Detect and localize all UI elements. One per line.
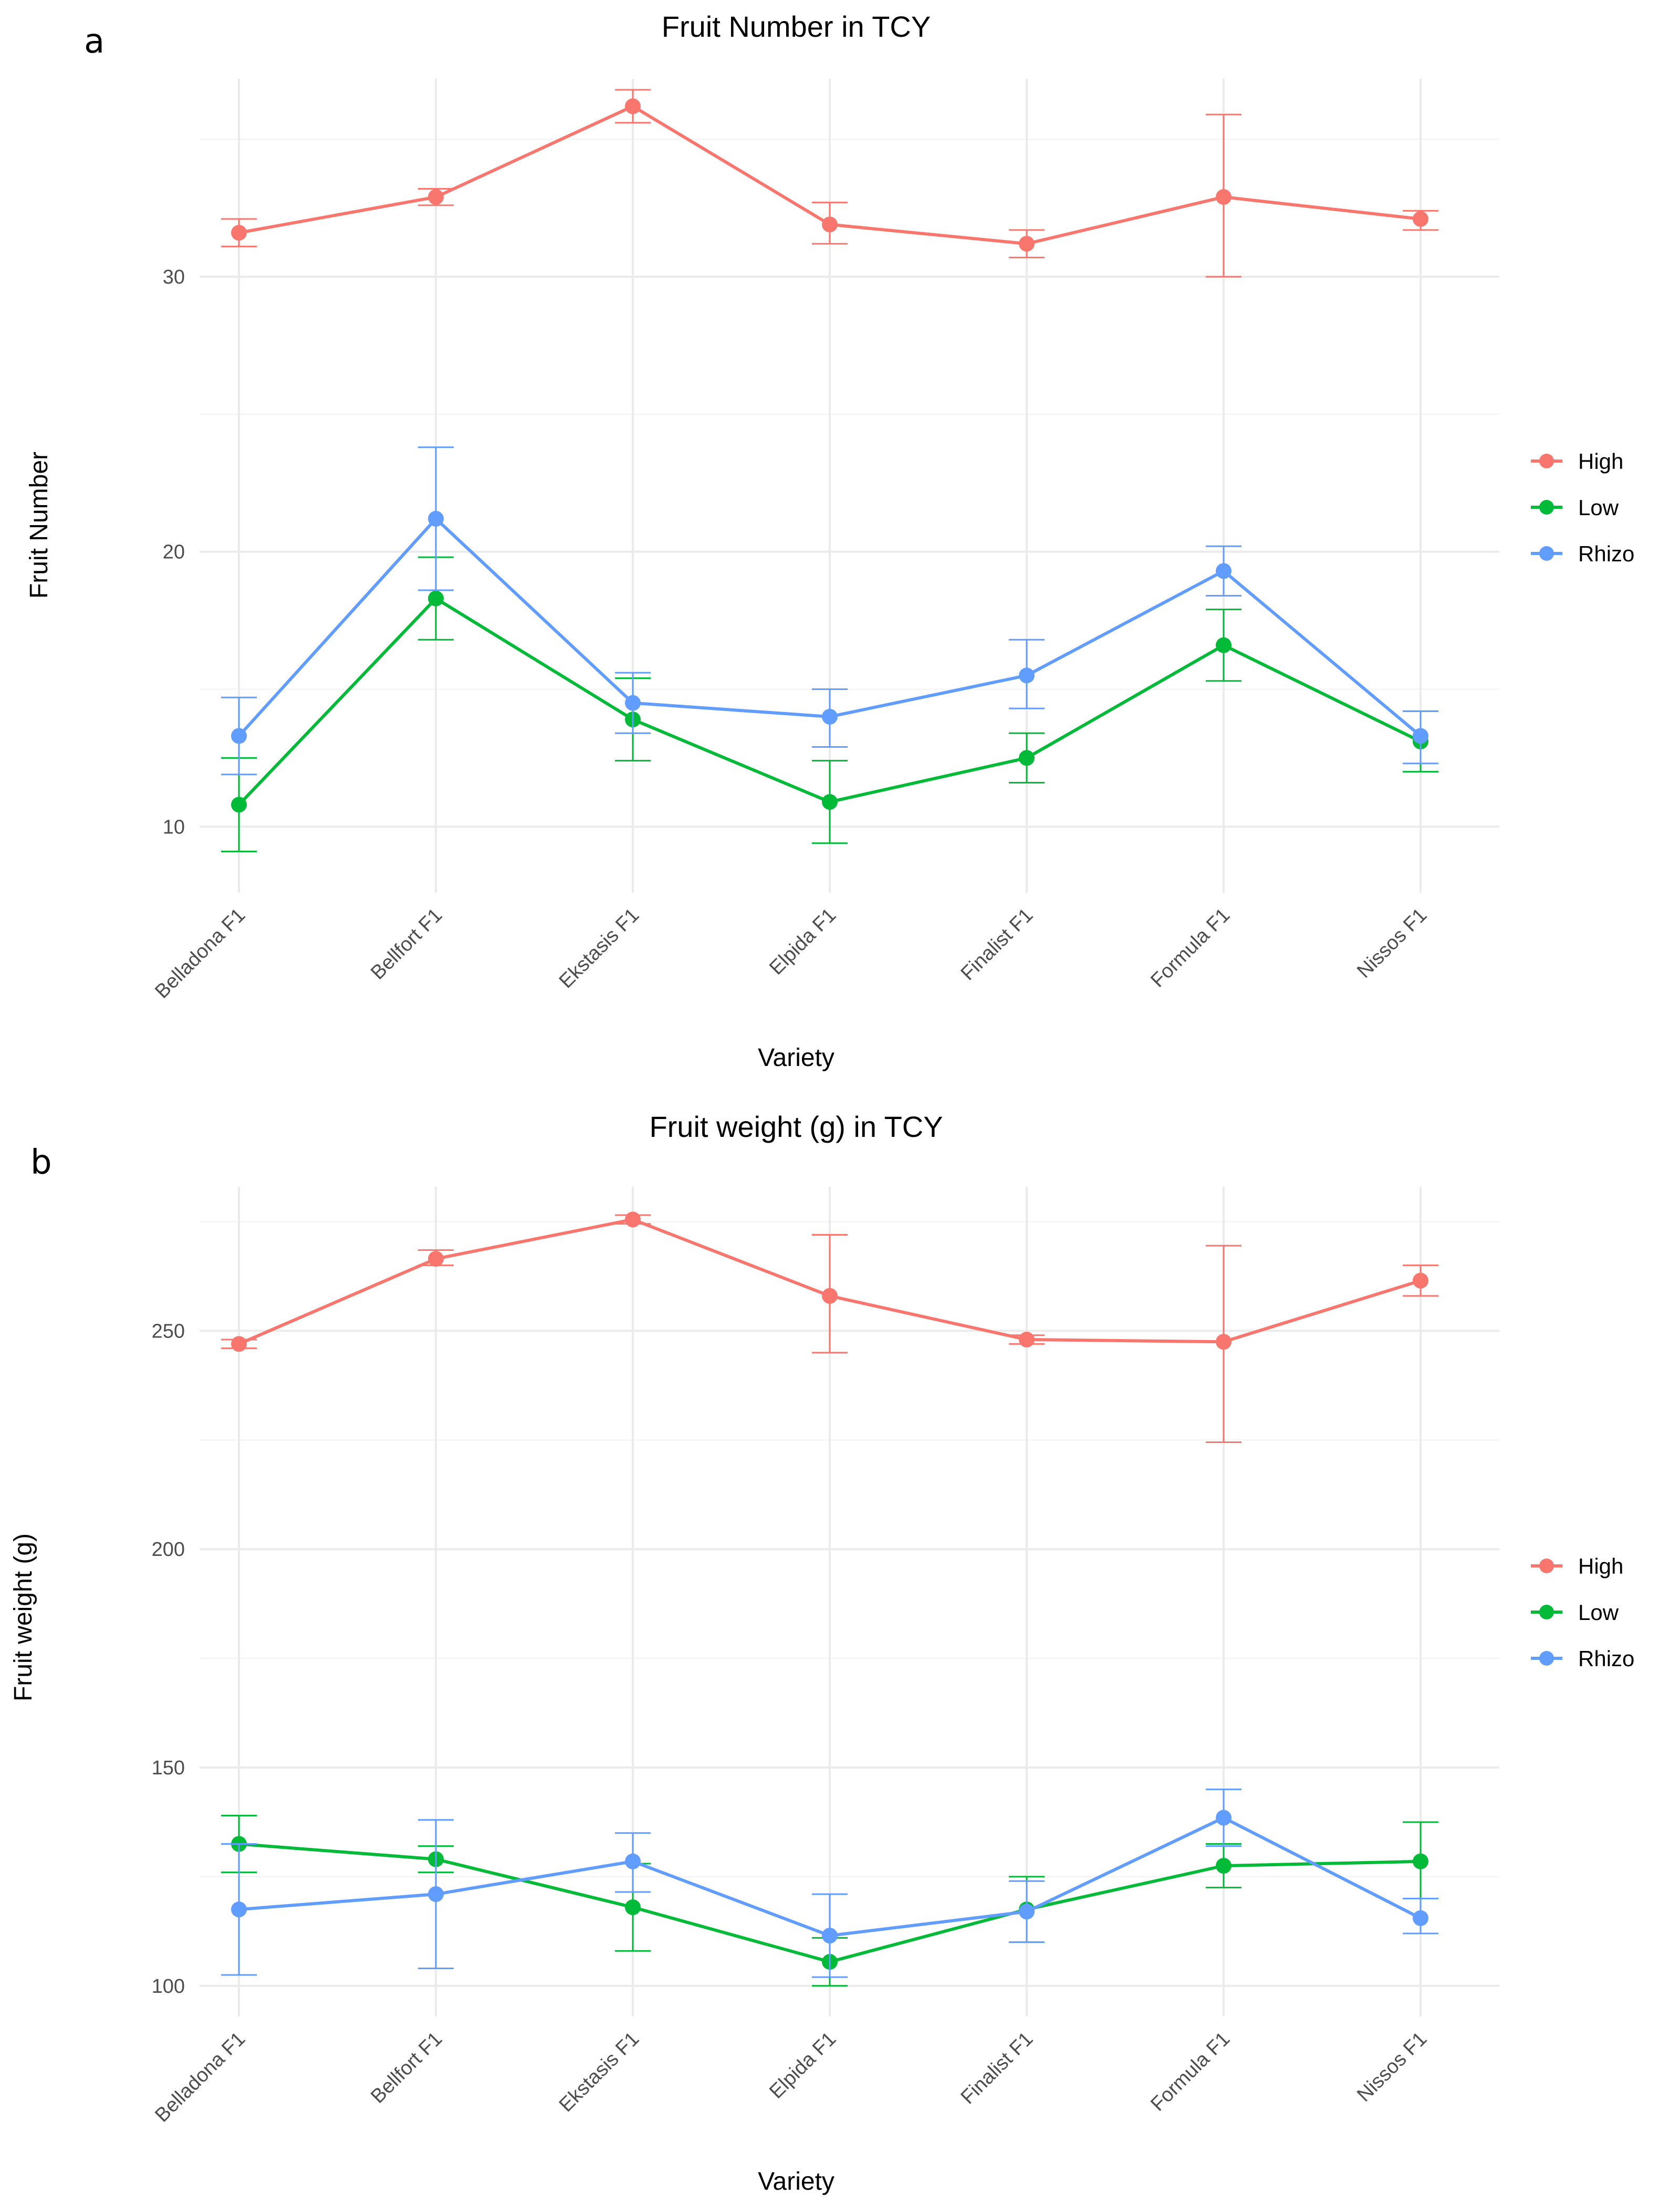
legend-key-high-point [1539, 1559, 1554, 1573]
x-tick-label: Bellfort F1 [367, 2028, 446, 2108]
data-point-low [1019, 750, 1035, 766]
panel-a: a Fruit Number in TCY 10 20 30 Belladona F… [25, 10, 1634, 1072]
chart-title: Fruit Number in TCY [662, 10, 931, 43]
x-tick-label: Bellfort F1 [367, 904, 446, 984]
series-rhizo [221, 446, 1438, 776]
data-point-rhizo [1216, 563, 1232, 579]
series-high [221, 89, 1438, 278]
y-axis-title: Fruit weight (g) [9, 1533, 37, 1701]
panel-label: b [30, 1143, 52, 1182]
data-point-rhizo [1216, 1810, 1232, 1826]
x-tick-label: Belladona F1 [151, 2028, 249, 2127]
legend-label-high: High [1578, 1554, 1623, 1578]
data-point-high [1413, 211, 1428, 227]
data-point-high [1216, 189, 1232, 205]
series-high [221, 1211, 1438, 1443]
x-tick-label: Nissos F1 [1353, 2028, 1431, 2106]
y-tick-label: 30 [163, 266, 185, 288]
y-tick-label: 20 [163, 541, 185, 563]
data-point-rhizo [428, 1886, 444, 1902]
series-layer [221, 1211, 1438, 1987]
data-point-high [822, 1288, 838, 1304]
x-tick-label: Formula F1 [1146, 2028, 1234, 2116]
y-tick-label: 150 [152, 1757, 185, 1779]
data-point-rhizo [1413, 1910, 1428, 1926]
data-point-high [625, 1211, 641, 1228]
x-tick-label: Finalist F1 [957, 904, 1038, 985]
y-tick-labels: 100 150 200 250 [152, 1320, 185, 1997]
data-point-low [428, 590, 444, 607]
data-point-low [625, 1899, 641, 1916]
data-point-low [1216, 1858, 1232, 1874]
legend-label-low: Low [1578, 495, 1619, 520]
x-tick-label: Finalist F1 [957, 2028, 1038, 2109]
x-tick-label: Belladona F1 [151, 904, 249, 1003]
y-tick-label: 200 [152, 1539, 185, 1561]
x-tick-label: Ekstasis F1 [555, 904, 644, 993]
data-point-high [1019, 236, 1035, 252]
data-point-high [1413, 1272, 1428, 1289]
data-point-low [1413, 1853, 1428, 1869]
gridlines [200, 79, 1499, 893]
series-layer [221, 89, 1438, 852]
x-axis-title: Variety [758, 2168, 834, 2195]
legend-key-rhizo-point [1539, 546, 1554, 561]
y-tick-labels: 10 20 30 [163, 266, 185, 838]
x-tick-label: Ekstasis F1 [555, 2028, 644, 2117]
x-tick-label: Elpida F1 [765, 2028, 840, 2103]
data-point-low [231, 797, 247, 813]
data-point-rhizo [1413, 728, 1428, 744]
data-point-rhizo [625, 1853, 641, 1869]
x-tick-labels: Belladona F1 Bellfort F1 Ekstasis F1 Elpida… [151, 904, 1431, 1003]
legend-label-low: Low [1578, 1600, 1619, 1625]
x-tick-labels: Belladona F1 Bellfort F1 Ekstasis F1 Elpida… [151, 2028, 1431, 2127]
gridlines [200, 1187, 1499, 2016]
data-point-rhizo [231, 728, 247, 744]
y-tick-label: 10 [163, 816, 185, 838]
data-point-high [428, 1251, 444, 1267]
y-tick-label: 250 [152, 1320, 185, 1342]
data-point-rhizo [428, 510, 444, 527]
legend-key-rhizo-point [1539, 1651, 1554, 1666]
x-tick-label: Elpida F1 [765, 904, 840, 979]
legend-key-low-point [1539, 500, 1554, 515]
y-tick-label: 100 [152, 1975, 185, 1998]
data-point-rhizo [1019, 1904, 1035, 1920]
data-point-high [231, 1336, 247, 1352]
data-point-high [625, 98, 641, 114]
data-point-low [1216, 637, 1232, 653]
data-point-rhizo [822, 1928, 838, 1944]
legend: High Low Rhizo [1531, 449, 1634, 566]
panel-label: a [84, 22, 105, 61]
data-point-high [822, 216, 838, 233]
data-point-high [1216, 1334, 1232, 1350]
x-tick-label: Formula F1 [1146, 904, 1234, 992]
legend-label-rhizo: Rhizo [1578, 541, 1634, 566]
legend-key-low-point [1539, 1605, 1554, 1619]
data-point-low [822, 794, 838, 810]
legend: High Low Rhizo [1531, 1554, 1634, 1671]
data-point-high [1019, 1332, 1035, 1348]
legend-label-high: High [1578, 449, 1623, 474]
data-point-rhizo [822, 708, 838, 725]
chart-title: Fruit weight (g) in TCY [649, 1110, 943, 1143]
x-axis-title: Variety [758, 1044, 834, 1072]
y-axis-title: Fruit Number [25, 452, 53, 599]
panel-b: b Fruit weight (g) in TCY 100 150 200 250 B… [9, 1110, 1634, 2195]
data-point-rhizo [625, 695, 641, 711]
x-tick-label: Nissos F1 [1353, 904, 1431, 982]
legend-label-rhizo: Rhizo [1578, 1646, 1634, 1671]
data-point-high [231, 225, 247, 241]
data-point-high [428, 189, 444, 205]
legend-key-high-point [1539, 454, 1554, 468]
data-point-rhizo [231, 1901, 247, 1918]
data-point-rhizo [1019, 667, 1035, 684]
series-rhizo [221, 1789, 1438, 1978]
